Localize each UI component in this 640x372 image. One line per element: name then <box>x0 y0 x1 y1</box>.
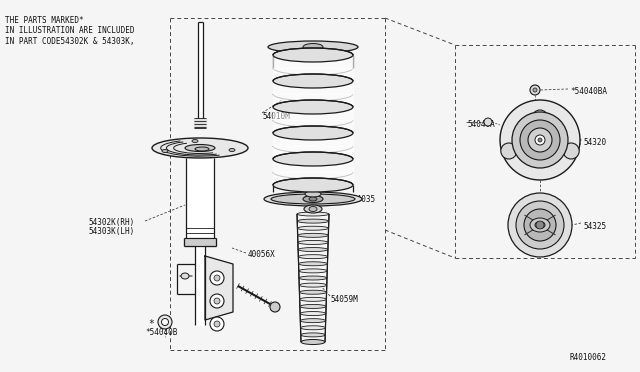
Polygon shape <box>205 256 233 320</box>
Ellipse shape <box>530 218 550 232</box>
Polygon shape <box>273 172 353 185</box>
Ellipse shape <box>301 326 326 330</box>
Polygon shape <box>273 94 353 107</box>
Polygon shape <box>273 55 353 68</box>
Ellipse shape <box>298 226 328 230</box>
Circle shape <box>484 118 492 126</box>
Ellipse shape <box>305 191 321 197</box>
Text: 40056X: 40056X <box>248 250 276 259</box>
Text: R4010062: R4010062 <box>570 353 607 362</box>
Circle shape <box>516 201 564 249</box>
Text: 54325: 54325 <box>583 222 606 231</box>
Circle shape <box>530 85 540 95</box>
Circle shape <box>210 317 224 331</box>
Text: 54035: 54035 <box>352 195 375 204</box>
Ellipse shape <box>298 247 328 251</box>
Ellipse shape <box>297 212 329 216</box>
Ellipse shape <box>298 233 328 237</box>
Polygon shape <box>273 146 353 159</box>
Circle shape <box>158 315 172 329</box>
Circle shape <box>210 294 224 308</box>
Polygon shape <box>273 159 353 172</box>
Ellipse shape <box>185 144 215 151</box>
Circle shape <box>533 88 537 92</box>
Polygon shape <box>195 246 205 325</box>
Ellipse shape <box>301 340 325 344</box>
Polygon shape <box>273 107 353 120</box>
Ellipse shape <box>264 192 362 206</box>
Ellipse shape <box>300 283 327 287</box>
Ellipse shape <box>273 74 353 88</box>
Ellipse shape <box>300 297 326 301</box>
Ellipse shape <box>195 147 209 151</box>
Circle shape <box>532 110 548 126</box>
Ellipse shape <box>273 48 353 62</box>
Circle shape <box>563 143 579 159</box>
Circle shape <box>270 302 280 312</box>
Ellipse shape <box>273 152 353 166</box>
Text: *54040B: *54040B <box>145 328 177 337</box>
Text: *: * <box>148 319 154 329</box>
Circle shape <box>508 193 572 257</box>
Ellipse shape <box>181 273 189 279</box>
Polygon shape <box>273 120 353 133</box>
Circle shape <box>210 271 224 285</box>
Ellipse shape <box>309 197 317 201</box>
Circle shape <box>501 143 517 159</box>
Ellipse shape <box>303 44 323 51</box>
Circle shape <box>536 221 544 229</box>
Polygon shape <box>273 133 353 146</box>
Text: 54059M: 54059M <box>330 295 358 304</box>
Ellipse shape <box>297 219 329 223</box>
Text: THE PARTS MARKED*
IN ILLUSTRATION ARE INCLUDED
IN PART CODE54302K & 54303K,: THE PARTS MARKED* IN ILLUSTRATION ARE IN… <box>5 16 134 46</box>
Circle shape <box>161 318 168 326</box>
Text: 54303K(LH): 54303K(LH) <box>88 227 134 236</box>
Ellipse shape <box>301 333 325 337</box>
Circle shape <box>538 138 542 142</box>
Circle shape <box>520 120 560 160</box>
Ellipse shape <box>152 138 248 158</box>
Ellipse shape <box>192 140 198 142</box>
Ellipse shape <box>273 126 353 140</box>
Circle shape <box>524 209 556 241</box>
Polygon shape <box>198 22 202 118</box>
Circle shape <box>535 135 545 145</box>
Ellipse shape <box>299 269 327 273</box>
Ellipse shape <box>298 262 328 266</box>
Text: 54010M: 54010M <box>262 112 290 121</box>
Ellipse shape <box>304 205 322 213</box>
Ellipse shape <box>300 319 326 323</box>
Ellipse shape <box>300 312 326 315</box>
Circle shape <box>214 275 220 281</box>
Text: *54040BA: *54040BA <box>570 87 607 96</box>
Ellipse shape <box>298 240 328 244</box>
Circle shape <box>214 298 220 304</box>
Ellipse shape <box>298 255 328 259</box>
Polygon shape <box>184 238 216 246</box>
Ellipse shape <box>273 178 353 192</box>
Ellipse shape <box>229 148 235 151</box>
Polygon shape <box>273 68 353 81</box>
Ellipse shape <box>271 194 355 204</box>
Polygon shape <box>194 118 206 128</box>
Ellipse shape <box>300 290 326 294</box>
Text: 54040A: 54040A <box>467 120 495 129</box>
Ellipse shape <box>300 304 326 308</box>
Circle shape <box>500 100 580 180</box>
Ellipse shape <box>299 276 327 280</box>
Circle shape <box>528 128 552 152</box>
Ellipse shape <box>303 196 323 202</box>
Ellipse shape <box>309 206 317 212</box>
Circle shape <box>512 112 568 168</box>
Text: 54302K(RH): 54302K(RH) <box>88 218 134 227</box>
Circle shape <box>214 321 220 327</box>
Ellipse shape <box>268 41 358 53</box>
Ellipse shape <box>535 221 545 228</box>
Ellipse shape <box>162 150 168 153</box>
Polygon shape <box>273 81 353 94</box>
Polygon shape <box>186 158 214 238</box>
Ellipse shape <box>273 100 353 114</box>
Text: 54320: 54320 <box>583 138 606 147</box>
